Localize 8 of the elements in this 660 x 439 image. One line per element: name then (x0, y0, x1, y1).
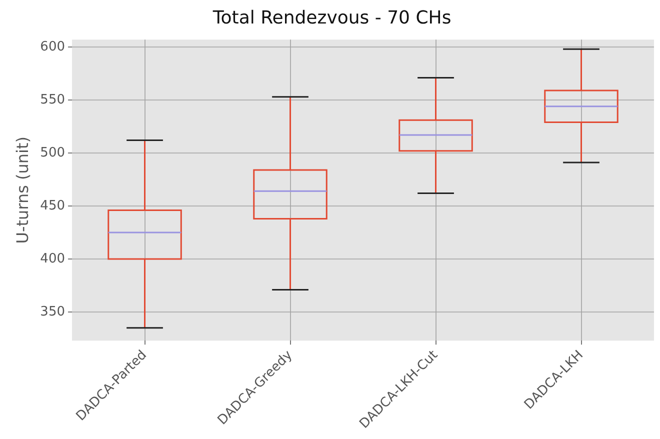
y-tick-label: 550 (40, 92, 66, 108)
y-tick-label: 500 (40, 145, 66, 160)
y-axis-title: U-turns (unit) (12, 136, 32, 244)
y-tick-label: 400 (40, 251, 66, 266)
y-tick-label: 350 (40, 304, 66, 320)
chart-title: Total Rendezvous - 70 CHs (212, 7, 452, 28)
y-tick-label: 450 (40, 198, 66, 214)
y-tick-label: 600 (40, 39, 66, 54)
